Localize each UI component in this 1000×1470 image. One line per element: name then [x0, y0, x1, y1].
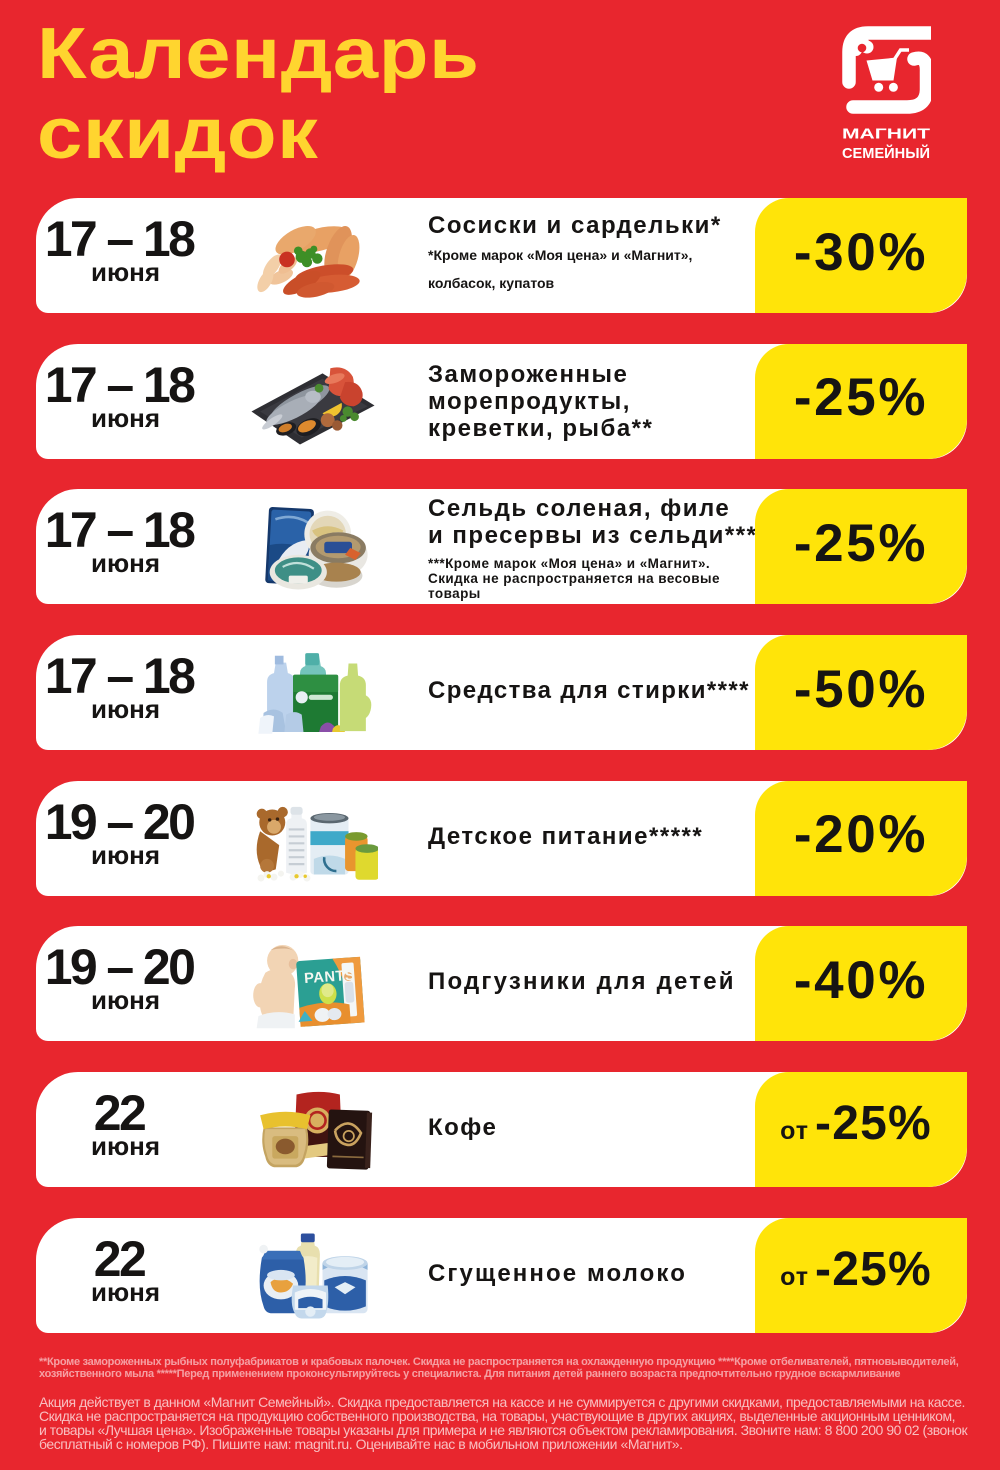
svg-text:МАГНИТ: МАГНИТ	[842, 127, 930, 143]
svg-text:СЕМЕЙНЫЙ: СЕМЕЙНЫЙ	[842, 144, 930, 162]
svg-text:PANTS: PANTS	[304, 968, 356, 988]
